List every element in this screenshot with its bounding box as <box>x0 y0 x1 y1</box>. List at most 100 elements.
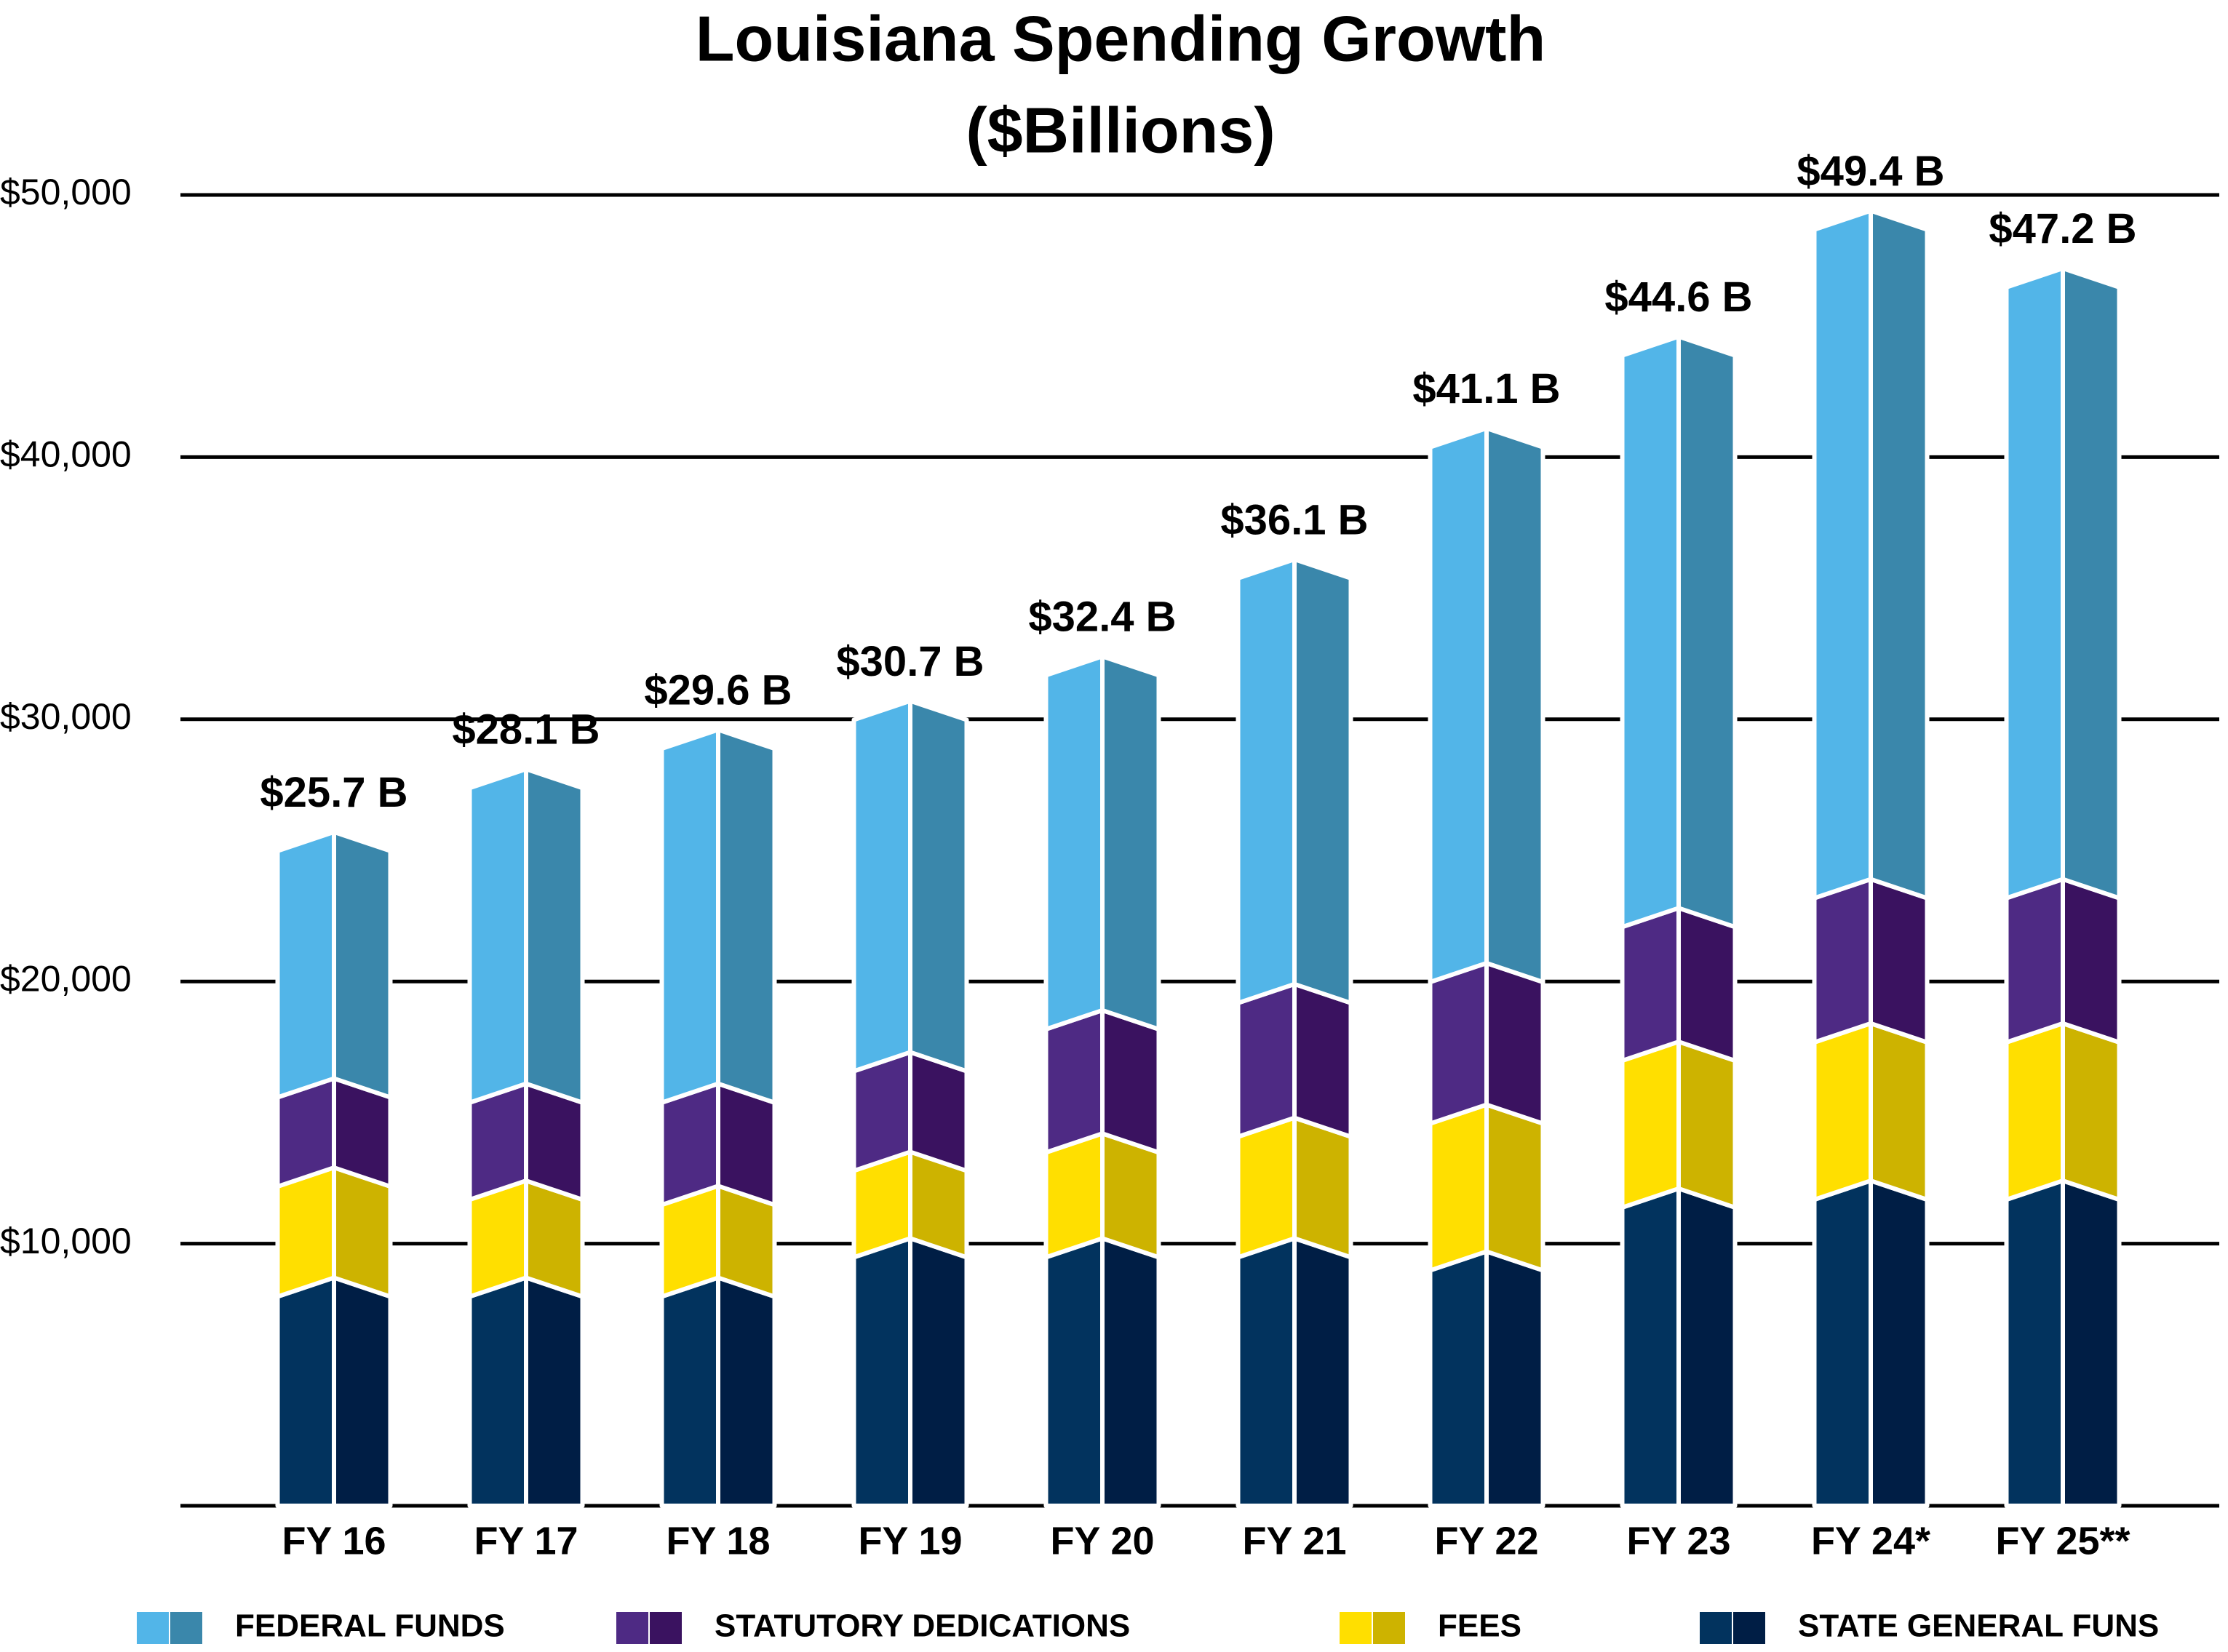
bar-face-right <box>1100 654 1161 1031</box>
bar-segment <box>2004 266 2122 901</box>
bar-face-left <box>2004 1021 2065 1202</box>
bar-face-right <box>908 1236 969 1508</box>
bar-face-left <box>1812 208 1873 901</box>
y-tick-label: $20,000 <box>0 958 132 999</box>
bar-segment <box>467 1275 585 1508</box>
total-label: $49.4 B <box>1797 148 1944 195</box>
bar-face-left <box>1620 906 1681 1064</box>
bar-segment <box>1043 1007 1161 1155</box>
bar-face-right <box>332 1275 393 1508</box>
bar-face-right <box>1676 1186 1738 1508</box>
bar-face-left <box>851 698 912 1074</box>
x-tick-label: FY 22 <box>1434 1519 1538 1563</box>
total-label: $41.1 B <box>1412 365 1560 412</box>
bar-face-right <box>2061 1021 2122 1202</box>
bar-face-left <box>275 1165 336 1299</box>
bar-face-left <box>1620 1186 1681 1508</box>
x-tick-label: FY 19 <box>858 1519 962 1563</box>
bar-face-right <box>2061 266 2122 901</box>
bar-segment <box>2004 877 2122 1045</box>
bar-face-right <box>1676 1040 1738 1210</box>
bar-face-right <box>1292 556 1353 1005</box>
bar-face-right <box>1869 1021 1930 1202</box>
bar-face-right <box>2061 877 2122 1045</box>
bar-face-right <box>1484 1249 1545 1508</box>
bar-face-left <box>1428 960 1489 1126</box>
legend-swatch <box>1373 1612 1405 1644</box>
bar-face-left <box>1428 426 1489 984</box>
bar-face-left <box>2004 877 2065 1045</box>
bar-face-left <box>1043 654 1105 1031</box>
bar-segment <box>1428 426 1545 984</box>
bar-face-left <box>1620 334 1681 930</box>
legend-swatch <box>1340 1612 1372 1644</box>
y-tick-label: $50,000 <box>0 172 132 212</box>
chart-subtitle: ($Billions) <box>966 94 1275 166</box>
x-tick-label: FY 21 <box>1242 1519 1346 1563</box>
bar-face-left <box>1043 1007 1105 1155</box>
bar-segment <box>1236 1115 1353 1260</box>
bar-face-right <box>716 727 777 1105</box>
legend-label: FEDERAL FUNDS <box>235 1608 505 1644</box>
bar-face-right <box>2061 1178 2122 1508</box>
x-tick-label: FY 25** <box>1995 1519 2130 1563</box>
bar-segment <box>1428 960 1545 1126</box>
bar-face-left <box>1043 1131 1105 1260</box>
legend-swatch <box>1733 1612 1765 1644</box>
legend-swatch <box>616 1612 648 1644</box>
legend-label: FEES <box>1438 1608 1521 1644</box>
y-tick-label: $30,000 <box>0 696 132 737</box>
x-tick-label: FY 16 <box>282 1519 386 1563</box>
bar-face-right <box>1484 960 1545 1126</box>
bar-face-right <box>1100 1131 1161 1260</box>
total-label: $25.7 B <box>260 769 407 816</box>
bar-face-left <box>2004 266 2065 901</box>
bar-face-right <box>332 1165 393 1299</box>
bar-face-left <box>1043 1236 1105 1508</box>
bar-face-left <box>467 767 528 1105</box>
bar-segment <box>851 1236 969 1508</box>
total-label: $47.2 B <box>1989 205 2136 252</box>
x-tick-label: FY 23 <box>1626 1519 1730 1563</box>
bar-segment <box>851 1149 969 1260</box>
bar-segment <box>1812 877 1930 1045</box>
total-label: $36.1 B <box>1220 496 1368 543</box>
bar-face-left <box>851 1236 912 1508</box>
bar-segment <box>1043 1236 1161 1508</box>
bar-segment <box>275 829 393 1100</box>
bar-segment <box>1428 1249 1545 1508</box>
bar-segment <box>1812 208 1930 901</box>
bar-face-left <box>275 829 336 1100</box>
total-label: $44.6 B <box>1604 274 1752 321</box>
bar-segment <box>275 1076 393 1189</box>
bar-face-left <box>1812 1178 1873 1508</box>
bar-segment <box>467 1081 585 1202</box>
bar-segment <box>1812 1021 1930 1202</box>
x-tick-label: FY 20 <box>1050 1519 1154 1563</box>
x-tick-label: FY 17 <box>474 1519 578 1563</box>
bar-segment <box>659 727 777 1105</box>
bar-segment <box>1043 654 1161 1031</box>
legend-swatch <box>137 1612 169 1644</box>
bar-face-left <box>1428 1102 1489 1273</box>
bar-segment <box>1236 556 1353 1005</box>
bar-face-left <box>1236 1236 1297 1508</box>
bar-segment <box>1043 1131 1161 1260</box>
y-tick-label: $40,000 <box>0 434 132 475</box>
bar-segment <box>2004 1178 2122 1508</box>
x-tick-label: FY 18 <box>666 1519 770 1563</box>
bar-face-right <box>524 767 585 1105</box>
bar-segment <box>1620 334 1738 930</box>
bar-face-right <box>1292 1236 1353 1508</box>
bar-face-left <box>659 727 720 1105</box>
legend-label: STATE GENERAL FUNS <box>1798 1608 2159 1644</box>
bar-face-left <box>1236 556 1297 1005</box>
bar-face-right <box>1484 1102 1545 1273</box>
bar-segment <box>275 1275 393 1508</box>
bar-face-right <box>1869 877 1930 1045</box>
bar-face-left <box>1620 1040 1681 1210</box>
bar-face-right <box>1292 981 1353 1139</box>
bar-face-right <box>1292 1115 1353 1260</box>
bar-segment <box>275 1165 393 1299</box>
bar-segment <box>1620 1040 1738 1210</box>
